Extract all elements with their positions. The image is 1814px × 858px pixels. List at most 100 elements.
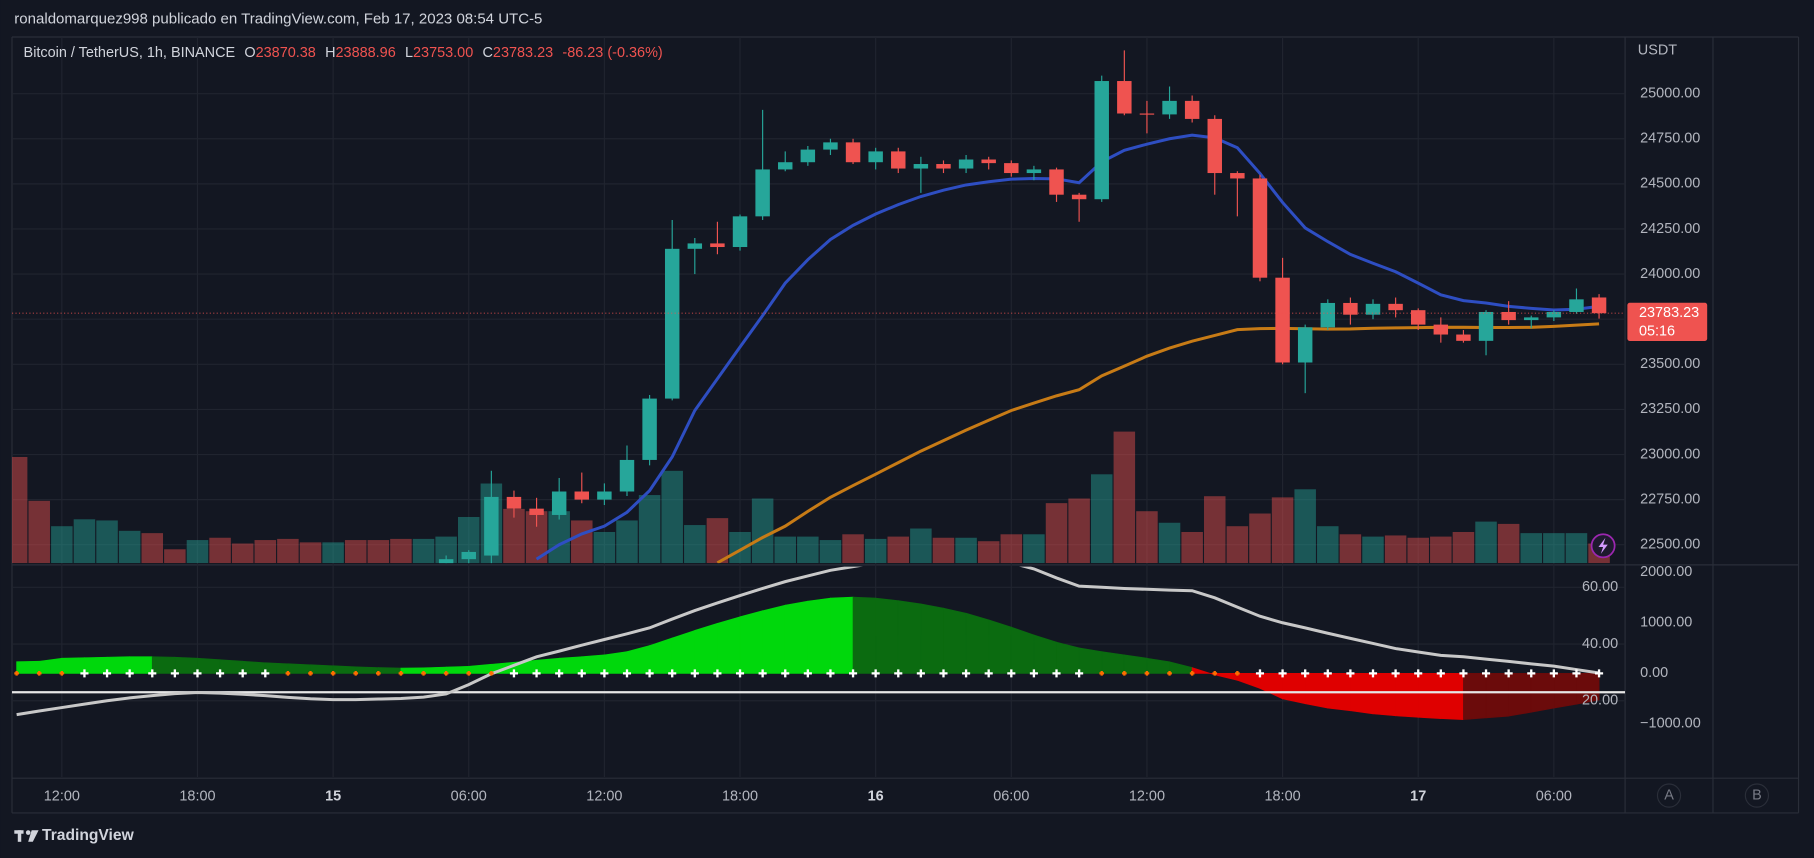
moving-average xyxy=(535,133,1600,561)
candle-body xyxy=(1410,310,1426,325)
x-tick-label: 17 xyxy=(1410,789,1426,805)
candle-body xyxy=(506,496,522,509)
candle-body xyxy=(551,491,567,515)
area-segment xyxy=(1304,673,1329,709)
cross-marker xyxy=(1391,669,1400,678)
volume-bar xyxy=(1362,536,1384,564)
button-a[interactable] xyxy=(1656,783,1682,808)
volume-bar xyxy=(1543,533,1565,564)
oscillator-line xyxy=(16,566,1600,717)
candle-body xyxy=(1184,100,1200,119)
cross-marker xyxy=(690,669,699,678)
x-tick-label: 18:00 xyxy=(1265,789,1301,805)
volume-bar xyxy=(1136,511,1158,564)
area-segment xyxy=(106,656,131,674)
volume-bar xyxy=(571,520,593,564)
candle-body xyxy=(1365,303,1381,315)
y-tick-label: 24500.00 xyxy=(1640,176,1700,192)
area-segment xyxy=(943,607,967,674)
brand-logo xyxy=(14,830,39,842)
cross-marker xyxy=(555,669,564,678)
volume-bar xyxy=(706,518,729,564)
candle-body xyxy=(529,508,544,515)
cross-marker xyxy=(285,671,291,676)
candle-body xyxy=(823,142,838,150)
area-segment xyxy=(264,662,289,674)
cross-marker xyxy=(849,669,858,678)
volume-bar xyxy=(819,540,842,564)
volume-bar xyxy=(141,533,164,564)
volume-bar xyxy=(435,536,457,564)
volume-bar xyxy=(1023,534,1045,564)
candle-body xyxy=(868,151,883,163)
alert-icon[interactable] xyxy=(1590,533,1616,559)
x-tick-label: 06:00 xyxy=(1536,789,1572,805)
y-tick-label: 23000.00 xyxy=(1640,446,1700,462)
volume-bar xyxy=(1158,522,1181,564)
area-segment xyxy=(242,660,266,674)
y2-tick-label: −1000.00 xyxy=(1640,716,1701,732)
candle-body xyxy=(1388,303,1403,311)
area-segment xyxy=(1078,647,1103,674)
plot: 22500.00 22750.00 23000.00 23250.00 23500.00… xyxy=(11,37,1708,805)
cross-marker xyxy=(916,669,925,678)
volume-bar xyxy=(51,526,73,564)
cross-marker xyxy=(443,671,449,676)
area-segment xyxy=(377,667,402,674)
volume-bar xyxy=(661,470,683,564)
area-segment xyxy=(129,656,153,674)
candle-body xyxy=(1501,311,1516,321)
candle-body xyxy=(732,216,748,248)
button-a-label[interactable]: A xyxy=(1664,787,1674,803)
area-segment xyxy=(151,656,176,674)
x-tick-label: 12:00 xyxy=(1129,789,1165,805)
cross-marker xyxy=(1549,669,1558,678)
cross-marker xyxy=(193,669,202,678)
button-b[interactable] xyxy=(1744,783,1770,808)
area-segment xyxy=(875,597,899,674)
cross-marker xyxy=(1572,669,1581,678)
cross-marker xyxy=(1075,669,1084,678)
cross-marker xyxy=(376,671,381,676)
volume-bar xyxy=(299,542,322,564)
area-segment xyxy=(1056,641,1080,674)
cross-marker xyxy=(1029,669,1038,678)
cross-marker xyxy=(1527,669,1536,678)
cross-marker xyxy=(1212,671,1218,676)
header: ronaldomarquez998 publicado en TradingVi… xyxy=(14,11,542,28)
cross-marker xyxy=(1122,671,1127,676)
area-segment xyxy=(332,665,357,674)
volume-bar xyxy=(525,511,548,564)
volume-bar xyxy=(503,508,525,564)
button-b-label[interactable]: B xyxy=(1752,787,1762,803)
cross-marker xyxy=(14,671,19,676)
volume-bar xyxy=(1271,497,1294,564)
area-segment xyxy=(1576,673,1600,705)
candle-body xyxy=(1433,324,1449,335)
cross-marker xyxy=(1459,669,1468,678)
volume-bar xyxy=(1000,534,1023,564)
cross-marker xyxy=(622,669,632,678)
cross-marker xyxy=(894,669,903,678)
area-segment xyxy=(671,629,696,674)
volume-bar xyxy=(1497,523,1520,564)
candle-body xyxy=(891,151,906,169)
area-segment xyxy=(830,596,854,674)
price-pane xyxy=(11,50,1626,564)
volume-bar xyxy=(1090,474,1113,564)
area-segment xyxy=(1101,651,1125,674)
volume-bar xyxy=(593,531,616,564)
area-segment xyxy=(965,612,990,674)
x-tick-label: 06:00 xyxy=(451,789,487,805)
volume-bar xyxy=(1294,489,1316,564)
symbol: Bitcoin / TetherUS, 1h, BINANCE xyxy=(24,45,236,61)
candle-body xyxy=(1207,118,1222,174)
area-segment xyxy=(1553,673,1577,709)
volume-bar xyxy=(390,538,412,564)
candle-body xyxy=(1478,311,1494,341)
volume-bar xyxy=(254,540,277,564)
volume-bar xyxy=(864,538,887,564)
y-tick-label: 23250.00 xyxy=(1640,401,1700,417)
candle-body xyxy=(1252,178,1268,278)
y-tick-label: 40.00 xyxy=(1582,636,1618,652)
